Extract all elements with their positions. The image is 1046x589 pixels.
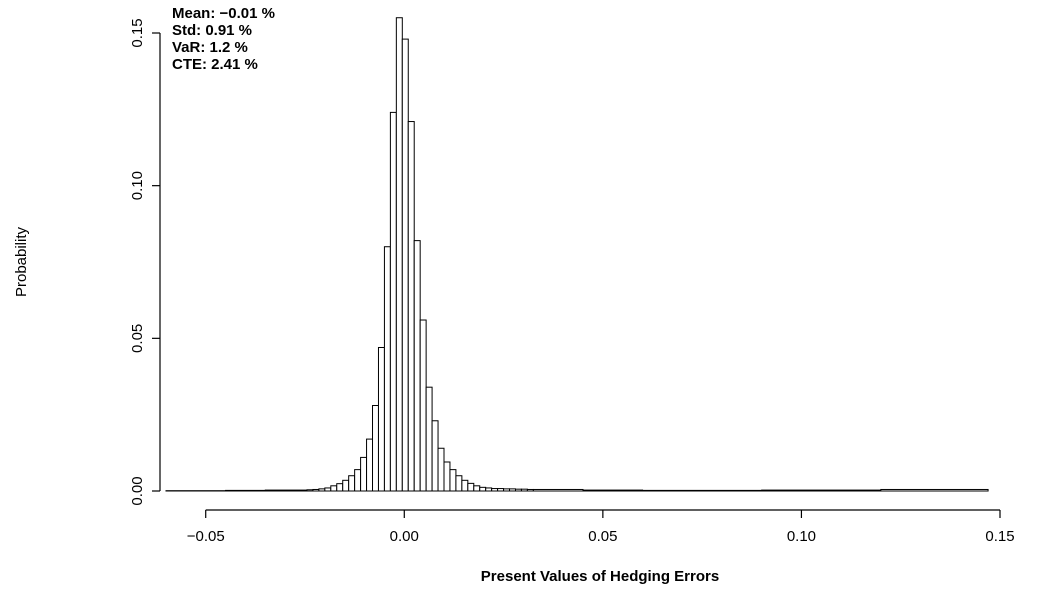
- bar: [264, 489, 308, 492]
- y-tick-label: 0.10: [129, 171, 146, 200]
- bar: [532, 488, 584, 492]
- bar: [473, 485, 481, 492]
- bar: [348, 475, 356, 492]
- annotation: CTE: 2.41 %: [172, 56, 258, 73]
- x-axis-label: Present Values of Hedging Errors: [481, 568, 719, 585]
- bar: [372, 405, 379, 492]
- bar: [342, 479, 350, 492]
- bar: [443, 461, 451, 492]
- bar: [413, 240, 421, 492]
- bar: [503, 488, 511, 492]
- annotation: Mean: −0.01 %: [172, 5, 275, 22]
- bar: [497, 488, 505, 492]
- x-tick-label: 0.00: [390, 528, 419, 545]
- x-tick-label: 0.10: [787, 528, 816, 545]
- bar: [389, 111, 397, 492]
- x-tick-label: 0.15: [985, 528, 1014, 545]
- x-tick-label: −0.05: [187, 528, 225, 545]
- bar: [431, 420, 439, 492]
- bar: [449, 469, 457, 492]
- bar: [336, 483, 344, 492]
- y-axis-label: Probability: [13, 226, 30, 297]
- y-tick-label: 0.00: [129, 476, 146, 505]
- bar: [461, 479, 469, 492]
- y-tick-label: 0.05: [129, 324, 146, 353]
- bar: [467, 482, 475, 492]
- bar: [225, 489, 266, 492]
- bar: [312, 488, 320, 492]
- bar: [491, 488, 499, 492]
- bar: [761, 489, 882, 492]
- bar: [395, 17, 403, 492]
- bar: [401, 38, 409, 492]
- y-tick-label: 0.15: [129, 18, 146, 47]
- bar: [366, 438, 374, 492]
- bar: [354, 469, 362, 492]
- bar: [485, 487, 493, 492]
- bar: [437, 447, 445, 492]
- bar: [330, 485, 338, 492]
- bar: [520, 488, 528, 492]
- bar: [377, 346, 385, 492]
- bar: [642, 489, 763, 492]
- annotation: Std: 0.91 %: [172, 22, 252, 39]
- bar: [425, 386, 433, 492]
- bar: [880, 488, 989, 492]
- bar: [324, 487, 332, 492]
- annotation: VaR: 1.2 %: [172, 39, 248, 56]
- bar: [479, 486, 487, 492]
- bar: [455, 475, 463, 492]
- bar: [419, 319, 427, 492]
- bar: [514, 488, 522, 492]
- bar: [318, 488, 326, 492]
- bar: [509, 488, 516, 492]
- x-tick-label: 0.05: [588, 528, 617, 545]
- bar: [306, 489, 314, 492]
- bar: [383, 246, 391, 492]
- bar: [526, 488, 534, 492]
- bar: [407, 121, 415, 492]
- bar: [582, 489, 644, 492]
- bar: [360, 456, 368, 492]
